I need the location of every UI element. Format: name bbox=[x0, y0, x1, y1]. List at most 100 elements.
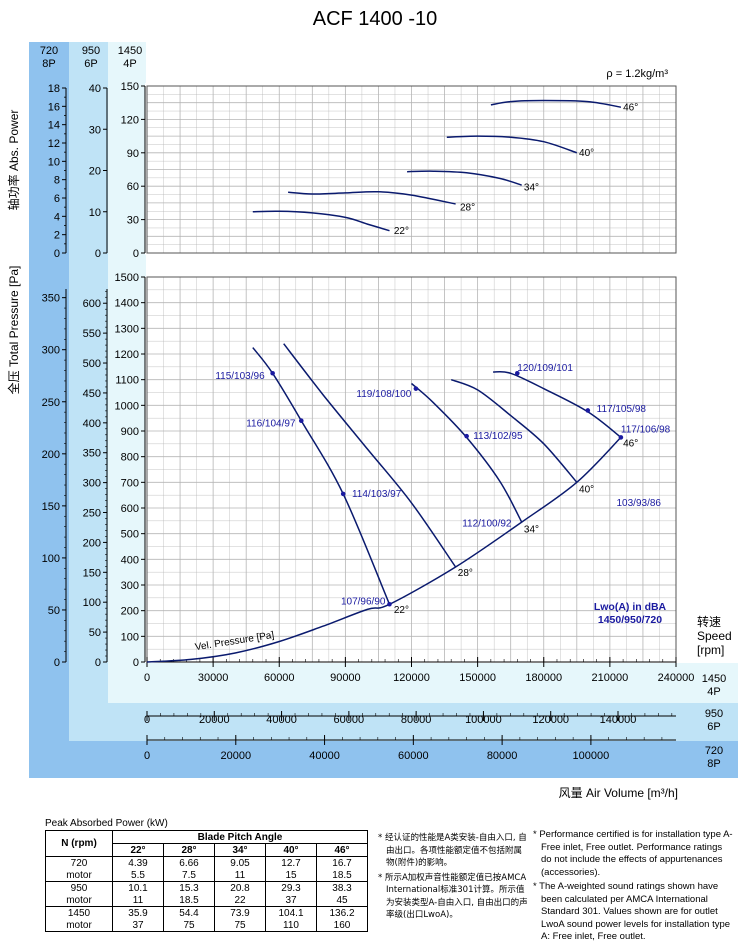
row-motor-label: motor bbox=[45, 869, 113, 882]
pressure-axis-950-tick-label: 200 bbox=[83, 537, 101, 549]
pressure-axis-1450-tick-label: 800 bbox=[121, 452, 139, 464]
motor-cell: 5.5 bbox=[112, 869, 164, 882]
angle-group-header: Blade Pitch Angle bbox=[112, 830, 368, 844]
motor-cell: 37 bbox=[265, 894, 317, 907]
sound-label-10: 103/93/86 bbox=[616, 498, 661, 509]
power-axis-720-tick-label: 18 bbox=[48, 83, 60, 95]
pressure-axis-950-tick-label: 300 bbox=[83, 478, 101, 490]
airvol-axis-title: 风量 Air Volume [m³/h] bbox=[559, 786, 678, 800]
power-axis-1450-tick-label: 30 bbox=[127, 215, 139, 227]
curves bbox=[146, 99, 622, 663]
pressure-axis-1450-tick-label: 1500 bbox=[115, 272, 139, 284]
xaxis-1450-label: 1450 bbox=[702, 673, 726, 685]
power-curve-label-0: 22° bbox=[394, 226, 409, 237]
power-cell: 9.05 bbox=[214, 856, 266, 869]
xaxis-720-tick-label: 40000 bbox=[309, 750, 340, 762]
pressure-axis-720-tick-label: 300 bbox=[42, 345, 60, 357]
power-axis-1450-tick-label: 90 bbox=[127, 148, 139, 160]
power-axis-720-tick-label: 14 bbox=[48, 120, 60, 132]
xaxis-950-tick-label: 120000 bbox=[532, 714, 569, 726]
xaxis-950-tick-label: 100000 bbox=[465, 714, 502, 726]
sound-point-1 bbox=[298, 418, 304, 424]
speed-label-en: Speed bbox=[697, 629, 732, 643]
pressure-curve-0 bbox=[252, 347, 391, 605]
xaxis-1450-tick-label: 180000 bbox=[525, 672, 562, 684]
header-rpm-720: 720 bbox=[40, 45, 58, 57]
power-axis-720-tick-label: 10 bbox=[48, 156, 60, 168]
sound-point-8 bbox=[585, 408, 591, 413]
motor-cell: 18.5 bbox=[163, 894, 215, 907]
pressure-axis-950-tick-label: 400 bbox=[83, 418, 101, 430]
power-axis-1450-tick-label: 0 bbox=[133, 248, 139, 260]
power-frame bbox=[146, 85, 677, 254]
power-curve-0 bbox=[252, 210, 390, 232]
pressure-axis-title: 全压 Total Pressure [Pa] bbox=[6, 266, 21, 395]
row-rpm: 1450 bbox=[45, 906, 113, 919]
power-cell: 6.66 bbox=[163, 856, 215, 869]
power-axis-title: 轴功率 Abs. Power bbox=[6, 110, 21, 211]
power-cell: 35.9 bbox=[112, 906, 164, 919]
pressure-curve-3 bbox=[450, 378, 578, 483]
motor-cell: 22 bbox=[214, 894, 266, 907]
sound-label-0: 115/103/96 bbox=[215, 371, 265, 382]
angle-header-2: 34° bbox=[214, 843, 266, 857]
speed-label-cn: 转速 bbox=[697, 614, 721, 629]
sound-point-2 bbox=[340, 491, 346, 497]
note-cn-1: * 经认证的性能是A类安装-自由入口, 自由出口。各项性能额定值不包括附属物(附… bbox=[378, 833, 527, 868]
xaxis-1450-tick-label: 0 bbox=[144, 672, 150, 684]
pressure-axis-720-tick-label: 50 bbox=[48, 605, 60, 617]
sound-point-3 bbox=[387, 601, 392, 607]
power-panel bbox=[145, 83, 676, 255]
power-axis-720-tick-label: 12 bbox=[48, 138, 60, 150]
power-axis-720-tick-label: 6 bbox=[54, 193, 60, 205]
lwo-title: Lwo(A) in dBA bbox=[594, 601, 667, 613]
motor-cell: 110 bbox=[265, 919, 317, 932]
power-axis-1450-tick-label: 150 bbox=[121, 81, 139, 93]
power-axis-950b-tick-label: 10 bbox=[89, 207, 101, 219]
pressure-axis-950-tick-label: 450 bbox=[83, 388, 101, 400]
motor-cell: 75 bbox=[163, 919, 215, 932]
power-grid bbox=[146, 85, 677, 254]
power-axis-950b-tick-label: 30 bbox=[89, 124, 101, 136]
chart-title: ACF 1400 -10 bbox=[312, 8, 438, 30]
pressure-axis-950-tick-label: 500 bbox=[83, 358, 101, 370]
pressure-axis-1450-tick-label: 0 bbox=[133, 657, 139, 669]
band-1450 bbox=[108, 42, 146, 703]
header-pole-6p: 6P bbox=[84, 58, 97, 70]
power-curve-label-1: 28° bbox=[460, 203, 475, 214]
pressure-curve-1 bbox=[283, 343, 457, 568]
xaxis-950-tick-label: 40000 bbox=[266, 714, 297, 726]
power-cell: 10.1 bbox=[112, 881, 164, 894]
power-cell: 12.7 bbox=[265, 856, 317, 869]
pressure-axis-1450-tick-label: 900 bbox=[121, 426, 139, 438]
pressure-curve-label-2: 34° bbox=[524, 524, 539, 535]
motor-cell: 11 bbox=[214, 869, 266, 882]
angle-header-0: 22° bbox=[112, 843, 164, 857]
xaxis-720-tick-label: 100000 bbox=[573, 750, 610, 762]
motor-cell: 15 bbox=[265, 869, 317, 882]
pressure-axis-720-tick-label: 150 bbox=[42, 501, 60, 513]
header-pole-4p: 4P bbox=[123, 58, 136, 70]
pressure-axis-950-tick-label: 0 bbox=[95, 657, 101, 669]
band-1450-bottom bbox=[108, 663, 738, 703]
motor-cell: 160 bbox=[316, 919, 368, 932]
angle-header-3: 40° bbox=[265, 843, 317, 857]
xaxis-720-tick-label: 60000 bbox=[398, 750, 429, 762]
sound-label-5: 113/102/95 bbox=[473, 431, 523, 442]
power-cell: 20.8 bbox=[214, 881, 266, 894]
xaxis-950-tick-label: 60000 bbox=[334, 714, 365, 726]
pressure-axis-1450-tick-label: 100 bbox=[121, 631, 139, 643]
sound-label-3: 107/96/90 bbox=[341, 597, 386, 608]
power-cell: 73.9 bbox=[214, 906, 266, 919]
power-curve-1 bbox=[288, 190, 456, 205]
annotations: 22°28°34°40°46°Vel. Pressure [Pa]22°28°3… bbox=[194, 102, 670, 653]
speed-label-unit: [rpm] bbox=[697, 643, 724, 657]
motor-cell: 11 bbox=[112, 894, 164, 907]
power-curve-label-2: 34° bbox=[524, 183, 539, 194]
notes-english: * Performance certified is for installat… bbox=[533, 829, 733, 946]
xaxis-1450-tick-label: 90000 bbox=[330, 672, 361, 684]
power-curve-label-4: 46° bbox=[623, 102, 638, 113]
sound-label-7: 120/109/101 bbox=[517, 363, 573, 374]
motor-cell: 37 bbox=[112, 919, 164, 932]
pressure-axis-1450-tick-label: 700 bbox=[121, 477, 139, 489]
